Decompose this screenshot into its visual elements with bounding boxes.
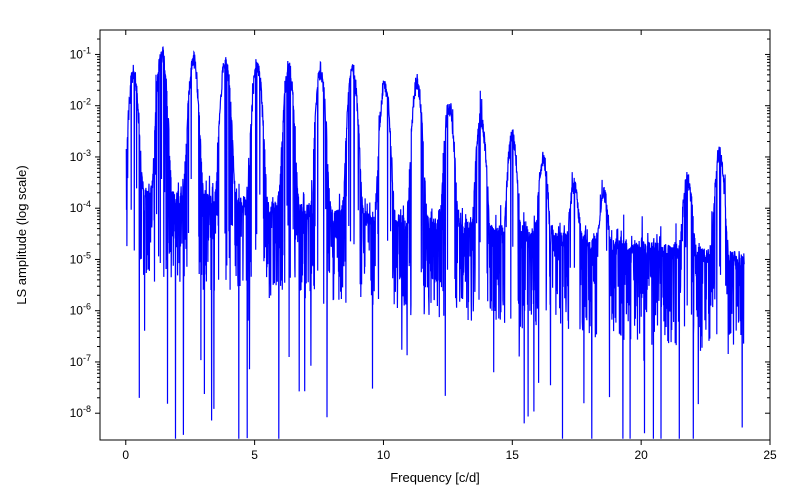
y-tick-label: 10-7 (70, 353, 91, 369)
x-tick-label: 15 (506, 448, 520, 462)
periodogram-chart: 0 5 10 15 20 25 10-8 10-7 10-6 10-5 10-4 10-3 10-2 10… (0, 0, 800, 500)
chart-svg: 0 5 10 15 20 25 10-8 10-7 10-6 10-5 10-4 10-3 10-2 10… (0, 0, 800, 500)
y-tick-label: 10-8 (70, 404, 91, 420)
x-tick-label: 5 (251, 448, 258, 462)
x-tick-label: 25 (763, 448, 777, 462)
x-tick-label: 0 (122, 448, 129, 462)
y-tick-label: 10-5 (70, 250, 91, 266)
y-tick-label: 10-1 (70, 45, 91, 61)
spectrum-line (126, 47, 744, 439)
y-tick-label: 10-3 (70, 148, 91, 164)
y-tick-label: 10-6 (70, 302, 91, 318)
y-tick-label: 10-2 (70, 97, 91, 113)
x-axis-label: Frequency [c/d] (390, 470, 480, 485)
y-tick-label: 10-4 (70, 199, 91, 215)
x-tick-label: 10 (377, 448, 391, 462)
x-tick-label: 20 (634, 448, 648, 462)
y-axis-label: LS amplitude (log scale) (14, 165, 29, 304)
